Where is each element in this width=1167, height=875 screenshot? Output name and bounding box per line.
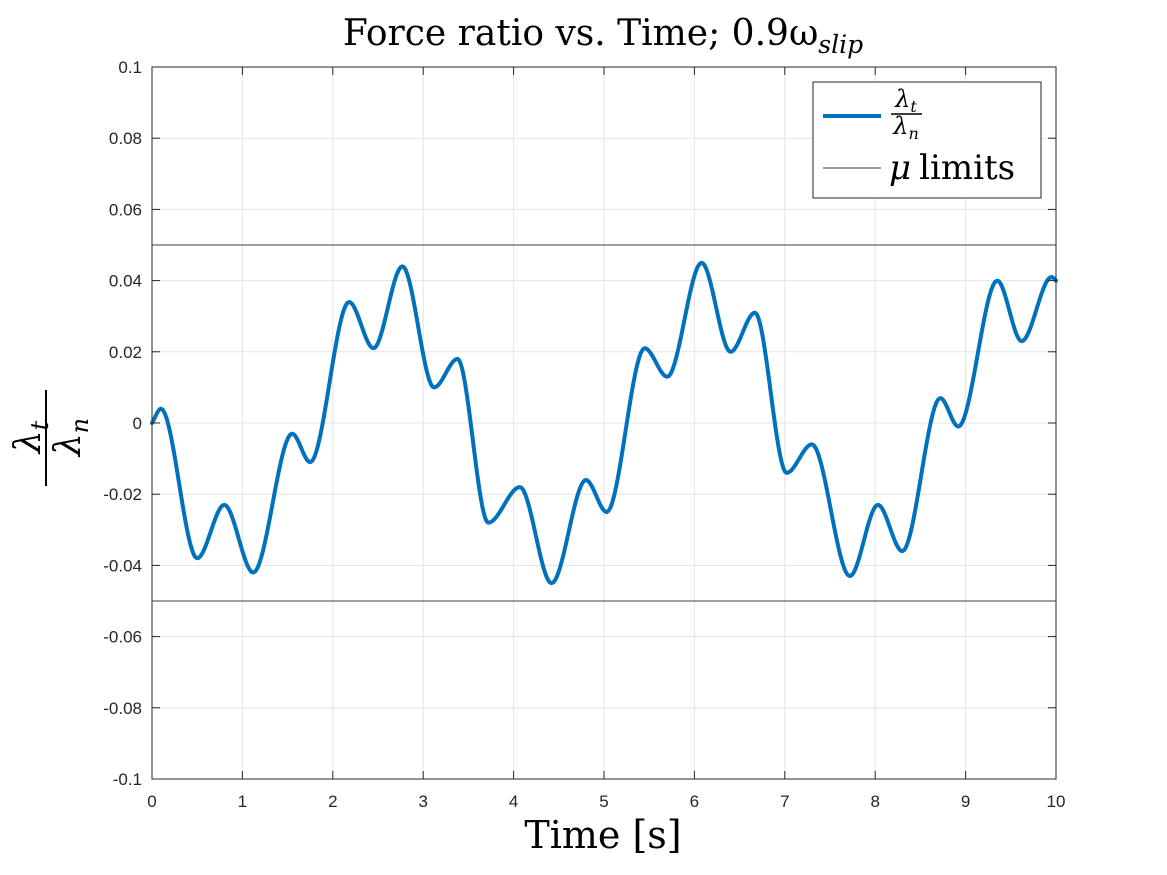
y-tick-label: 0.04 (109, 272, 142, 291)
x-tick-label: 5 (599, 792, 608, 811)
svg-text:λn: λn (892, 112, 919, 143)
y-tick-label: 0.02 (109, 343, 142, 362)
series-line (150, 260, 1058, 586)
y-tick-label: -0.04 (103, 556, 142, 575)
x-tick-label: 2 (328, 792, 337, 811)
svg-text:λt: λt (894, 85, 917, 116)
x-tick-label: 4 (509, 792, 518, 811)
y-tick-label: 0.1 (118, 58, 142, 77)
legend: λt λn μ limits (812, 81, 1042, 199)
x-tick-label: 0 (147, 792, 156, 811)
legend-label-ratio: λt λn (891, 85, 922, 143)
y-tick-label: 0.08 (109, 129, 142, 148)
x-tick-label: 9 (961, 792, 970, 811)
y-tick-label: 0 (133, 414, 142, 433)
x-tick-label: 10 (1047, 792, 1066, 811)
chart-title: Force ratio vs. Time; 0.9ωslip (343, 13, 863, 59)
x-tick-label: 1 (238, 792, 247, 811)
mu-limit-lines (152, 244, 1056, 602)
y-tick-label: 0.06 (109, 200, 142, 219)
title-subscript: slip (818, 30, 863, 59)
series-path (150, 260, 1058, 586)
x-axis-ticks: 0 1 2 3 4 5 6 7 8 9 10 (147, 67, 1065, 811)
y-tick-label: -0.02 (103, 485, 142, 504)
x-tick-label: 3 (418, 792, 427, 811)
legend-label-mu-limits: μ limits (889, 148, 1015, 188)
y-tick-label: -0.08 (103, 699, 142, 718)
x-axis-label: Time [s] (524, 813, 681, 857)
x-tick-label: 8 (870, 792, 879, 811)
y-label-denominator: λn (48, 418, 94, 458)
y-axis-ticks: -0.1 -0.08 -0.06 -0.04 -0.02 0 0.02 0.04 0.06 0.0… (103, 58, 1056, 789)
title-omega: ω (789, 13, 818, 54)
legend-box (812, 81, 1042, 199)
y-axis-label: λt λn (8, 390, 94, 486)
y-tick-label: -0.1 (113, 770, 142, 789)
y-tick-label: -0.06 (103, 628, 142, 647)
x-tick-label: 7 (780, 792, 789, 811)
x-tick-label: 6 (690, 792, 699, 811)
y-label-numerator: λt (8, 420, 54, 455)
